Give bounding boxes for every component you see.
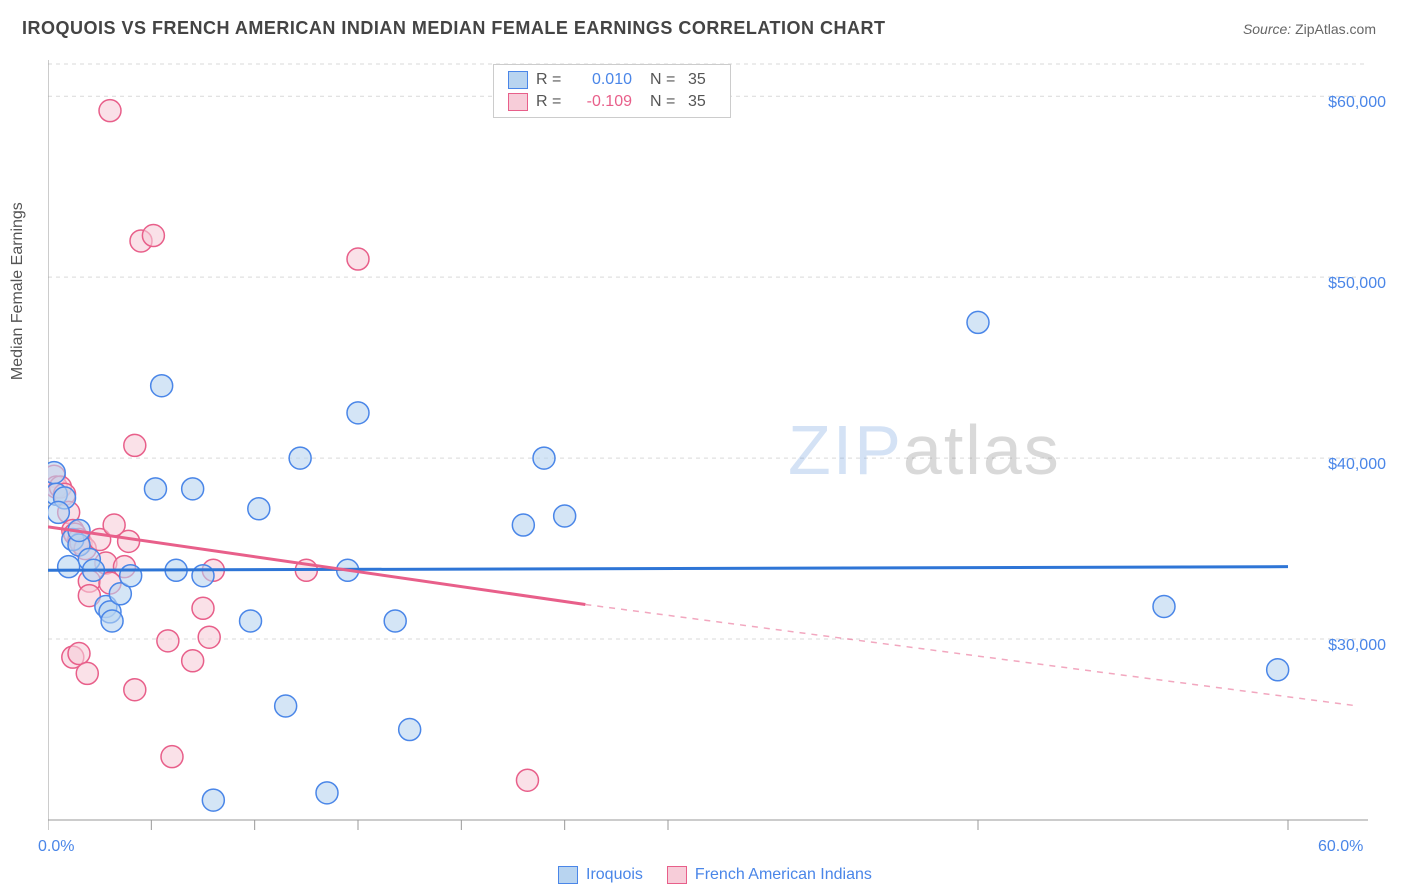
legend-swatch — [508, 71, 528, 89]
legend-r-label: R = — [536, 93, 564, 111]
legend-n-label: N = — [650, 93, 680, 111]
legend-series-item: French American Indians — [667, 866, 872, 884]
y-tick-label: $50,000 — [1306, 275, 1386, 293]
legend-correlation: R = 0.010 N = 35 R = -0.109 N = 35 — [493, 64, 731, 118]
x-tick-label-max: 60.0% — [1318, 838, 1363, 856]
source-label: Source: — [1243, 21, 1291, 37]
scatter-plot — [48, 60, 1388, 850]
chart-header: IROQUOIS VS FRENCH AMERICAN INDIAN MEDIA… — [0, 0, 1406, 49]
chart-area: Median Female Earnings ZIPatlas R =0.010… — [48, 60, 1388, 850]
legend-swatch — [667, 866, 687, 884]
legend-correlation-row: R = -0.109 N = 35 — [508, 91, 716, 113]
legend-swatch — [558, 866, 578, 884]
legend-n-label: N = — [650, 71, 680, 89]
y-tick-label: $60,000 — [1306, 94, 1386, 112]
chart-title: IROQUOIS VS FRENCH AMERICAN INDIAN MEDIA… — [22, 18, 886, 39]
chart-source: Source: ZipAtlas.com — [1243, 21, 1376, 37]
legend-n-value: 35 — [688, 93, 716, 111]
legend-r-value: -0.109 — [572, 93, 632, 111]
legend-series: Iroquois French American Indians — [558, 866, 872, 884]
legend-correlation-row: R = 0.010 N = 35 — [508, 69, 716, 91]
legend-series-item: Iroquois — [558, 866, 643, 884]
y-axis-label: Median Female Earnings — [9, 202, 27, 380]
legend-n-value: 35 — [688, 71, 716, 89]
legend-r-value: 0.010 — [572, 71, 632, 89]
legend-r-label: R = — [536, 71, 564, 89]
y-tick-label: $30,000 — [1306, 637, 1386, 655]
legend-swatch — [508, 93, 528, 111]
legend-series-label: Iroquois — [586, 866, 643, 884]
y-tick-label: $40,000 — [1306, 456, 1386, 474]
source-value: ZipAtlas.com — [1295, 21, 1376, 37]
x-tick-label-min: 0.0% — [38, 838, 74, 856]
legend-series-label: French American Indians — [695, 866, 872, 884]
